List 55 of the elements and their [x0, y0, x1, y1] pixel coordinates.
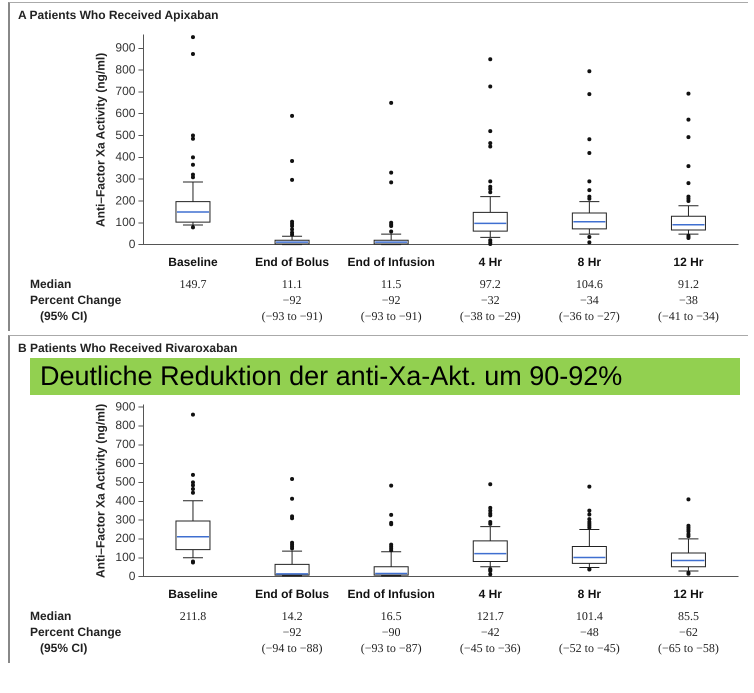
- y-tick-label: 500: [115, 128, 136, 142]
- y-tick-label: 100: [115, 550, 136, 564]
- y-tick-label: 600: [115, 456, 136, 470]
- text: 11.5 −92 (−93 to −91): [360, 276, 422, 323]
- text: 91.2 −38 (−41 to −34): [658, 276, 719, 323]
- text: (95% CI): [40, 640, 88, 655]
- chart-title: A Patients Who Received Apixaban: [17, 7, 220, 24]
- y-tick-label: 800: [115, 62, 136, 76]
- y-tick-label: 900: [115, 399, 136, 414]
- x-tick-label: End of Bolus: [255, 587, 330, 602]
- y-tick-label: 400: [115, 494, 136, 508]
- text: 85.5 −62 (−65 to −58): [658, 608, 719, 655]
- text: 97.2 −32 (−38 to −29): [460, 276, 521, 323]
- text: 149.7: [179, 276, 206, 291]
- y-tick-label: 100: [115, 215, 136, 230]
- x-tick-label: 8 Hr: [578, 255, 602, 270]
- y-tick-label: 0: [128, 236, 136, 251]
- y-tick-label: 400: [115, 150, 136, 164]
- y-tick-label: 700: [115, 437, 136, 452]
- text: Percent Change: [30, 292, 122, 307]
- text: 11.1 −92 (−93 to −91): [262, 276, 323, 323]
- x-tick-label: Baseline: [168, 255, 218, 270]
- x-tick-label: 8 Hr: [578, 587, 602, 602]
- text: 211.8: [180, 608, 206, 623]
- text: 104.6 −34 (−36 to −27): [558, 276, 620, 323]
- x-tick-label: Baseline: [168, 587, 218, 602]
- text: Deutliche Reduktion der anti-Xa-Akt. um 90-92%: [30, 358, 740, 395]
- chart-title: B Patients Who Received Rivaroxaban: [17, 340, 238, 357]
- text: Percent Change: [30, 624, 122, 639]
- x-tick-label: End of Bolus: [255, 255, 330, 270]
- y-tick-label: 600: [115, 106, 136, 120]
- x-tick-label: End of Infusion: [348, 587, 435, 602]
- y-tick-label: 900: [115, 40, 136, 55]
- y-tick-label: 200: [115, 193, 136, 208]
- y-tick-label: 0: [128, 568, 136, 583]
- y-tick-label: 800: [115, 418, 136, 432]
- x-tick-label: 4 Hr: [478, 255, 502, 270]
- x-tick-label: End of Infusion: [348, 255, 435, 270]
- text: 101.4 −48 (−52 to −45): [558, 608, 620, 655]
- text: 14.2 −92 (−94 to −88): [262, 608, 323, 655]
- x-tick-label: 12 Hr: [673, 587, 704, 602]
- text: (95% CI): [40, 308, 88, 323]
- y-tick-label: 500: [115, 474, 136, 489]
- y-axis-title: Anti–Factor Xa Activity (ng/ml): [94, 404, 108, 578]
- y-tick-label: 300: [115, 171, 136, 186]
- x-tick-label: 4 Hr: [478, 587, 502, 602]
- y-tick-label: 200: [115, 531, 136, 546]
- y-axis-title: Anti–Factor Xa Activity (ng/ml): [94, 52, 108, 228]
- y-tick-label: 700: [115, 84, 136, 98]
- y-tick-label: 300: [115, 512, 136, 526]
- text: Median: [30, 608, 72, 623]
- text: Median: [30, 276, 72, 291]
- x-tick-label: 12 Hr: [673, 255, 704, 270]
- text: 121.7 −42 (−45 to −36): [460, 608, 521, 655]
- text: 16.5 −90 (−93 to −87): [360, 608, 422, 655]
